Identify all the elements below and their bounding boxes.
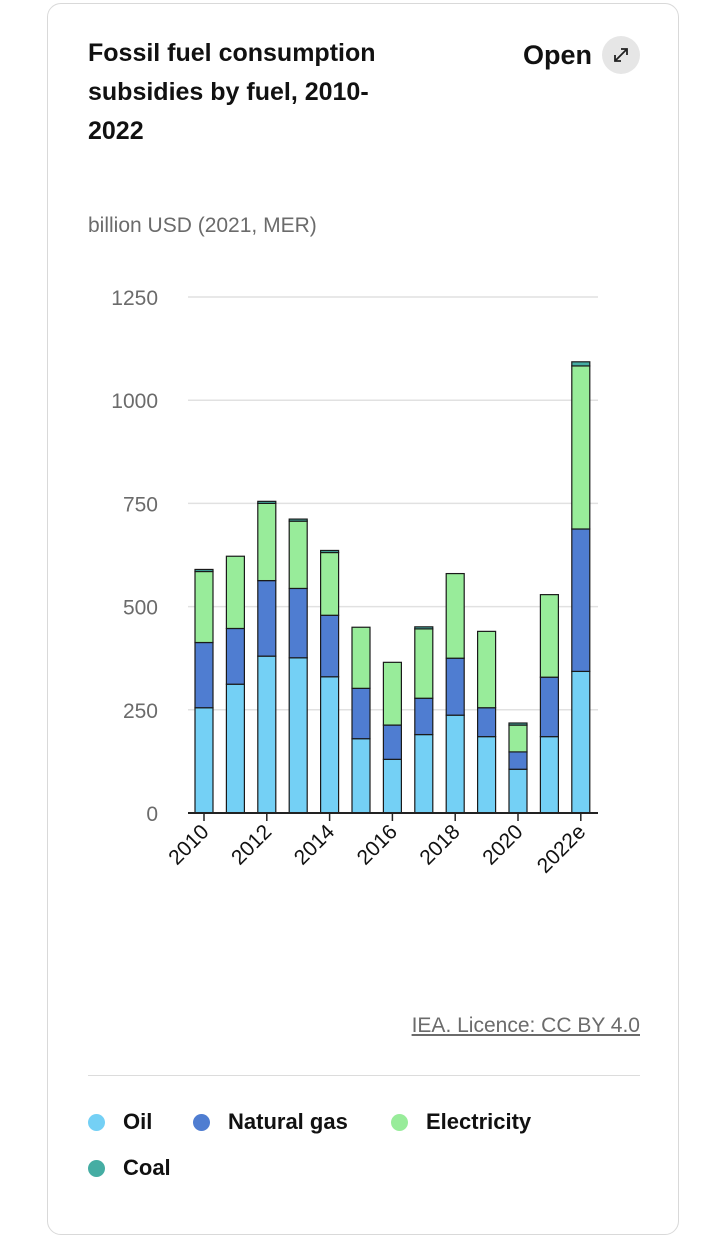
bar-segment-natural-gas [225,627,245,685]
bar-segment-coal [288,518,308,522]
y-tick-label: 1250 [111,287,158,310]
bar-segment-electricity [477,630,497,709]
bar-segment-oil [477,736,497,814]
x-tick-label: 2014 [290,820,340,870]
expand-arrows-icon [602,36,640,74]
bar-segment-natural-gas [257,579,277,657]
y-tick-label: 500 [123,597,158,620]
y-tick-label: 0 [146,803,158,826]
bar-segment-electricity [320,551,340,616]
bar-segment-natural-gas [382,724,402,760]
bar-segment-oil [351,738,371,814]
bar-segment-oil [571,670,591,814]
bar-segment-natural-gas [194,641,214,709]
legend-dot-oil [88,1113,105,1131]
bar-segment-coal [257,500,277,504]
bar-segment-coal [571,361,591,367]
bar-segment-electricity [539,594,560,678]
y-tick-label: 1000 [111,390,158,413]
bar-segment-oil [539,736,560,814]
y-tick-label: 750 [123,493,158,516]
x-tick-label: 2020 [478,820,527,869]
bar-segment-natural-gas [288,587,308,659]
x-tick-label: 2018 [415,820,464,869]
bar-segment-electricity [225,555,245,630]
bar-segment-oil [382,758,402,814]
open-label: Open [522,39,592,70]
bar-segment-electricity [414,628,434,699]
licence-link[interactable]: IEA. Licence: CC BY 4.0 [411,1014,640,1037]
bar-segment-electricity [257,502,277,582]
bar-segment-natural-gas [320,614,340,678]
chart-title: Fossil fuel consumption subsidies by fue… [88,39,376,145]
bar-segment-electricity [571,365,591,530]
legend-item-coal[interactable]: Coal [88,1155,171,1181]
bar-segment-oil [194,707,214,814]
bar-segment-electricity [445,572,465,659]
x-tick-label: 2010 [164,820,213,869]
open-button[interactable]: Open [523,36,640,74]
y-tick-label: 250 [123,700,158,723]
bar-segment-oil [445,714,465,814]
bar-segment-oil [225,683,245,814]
bar-segment-electricity [508,724,528,753]
bar-segment-coal [508,722,528,726]
bar-segment-natural-gas [414,697,434,736]
legend-item-electricity[interactable]: Electricity [391,1109,531,1135]
x-tick-label: 2016 [353,820,402,869]
bar-segment-electricity [351,626,371,689]
bar-segment-electricity [194,570,214,644]
bar-segment-oil [288,657,308,814]
bar-segment-coal [194,568,214,573]
legend-dot-coal [88,1159,105,1177]
bar-segment-oil [320,676,340,814]
x-tick-label: 2022e [533,820,591,878]
bar-segment-natural-gas [477,707,497,738]
bar-segment-coal [320,549,340,554]
bar-segment-oil [508,768,528,814]
divider [88,1075,640,1076]
bar-segment-coal [414,626,434,630]
bar-segment-electricity [288,520,308,590]
bar-segment-natural-gas [508,751,528,770]
unit-label: billion USD (2021, MER) [88,214,317,237]
stacked-bar-chart: 0 250 500 750 1000 1250 2010 2012 2014 2016 2018 20… [111,287,598,878]
bar-segment-natural-gas [445,657,465,716]
bar-segment-oil [257,655,277,814]
legend-item-natural-gas[interactable]: Natural gas [193,1109,348,1135]
bar-segment-natural-gas [539,676,560,738]
legend-label-oil: Oil [123,1109,153,1134]
bar-segment-electricity [382,661,402,726]
bar-segment-oil [414,733,434,814]
legend-dot-electricity [391,1113,408,1131]
legend-label-natural-gas: Natural gas [228,1109,348,1134]
bar-segment-natural-gas [351,687,371,740]
legend-label-electricity: Electricity [426,1109,532,1134]
legend-label-coal: Coal [123,1155,171,1180]
legend-item-oil[interactable]: Oil [88,1109,152,1135]
bar-segment-natural-gas [571,528,591,673]
legend-dot-natural-gas [193,1113,210,1131]
x-tick-label: 2012 [227,820,276,869]
